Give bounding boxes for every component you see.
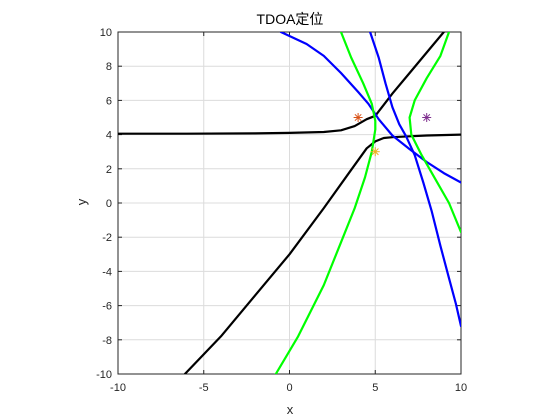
marker-stroke [423,113,431,122]
y-tick-label: 0 [106,198,112,210]
marker-stroke [354,113,362,122]
station-marker-1 [353,113,363,122]
y-tick-label: -8 [102,335,112,347]
y-tick-label: 4 [106,130,112,142]
y-axis-label: y [74,198,89,205]
x-axis-label: x [287,402,294,417]
y-tick-label: 2 [106,164,112,176]
green-curve-5 [408,32,461,234]
x-tick-label: -10 [110,382,126,394]
chart-title: TDOA定位 [257,11,324,27]
axes [117,31,462,375]
black-curve-0 [118,32,445,135]
y-tick-label: 8 [106,61,112,73]
station-markers [353,113,432,157]
y-tick-label: 6 [106,95,112,107]
y-tick-label: -10 [96,369,112,381]
y-tick-label: -4 [102,266,112,278]
y-tick-label: -6 [102,301,112,313]
x-tick-label: 10 [455,382,467,394]
y-tick-label: 10 [100,27,112,39]
tick-labels: -10 -5 0 5 10 -10 -8 -6 -4 -2 0 2 4 6 8 10 [96,27,467,394]
x-tick-label: -5 [199,382,209,394]
marker-stroke [371,148,379,156]
black-curve-1 [183,133,461,374]
station-marker-3 [370,147,380,157]
station-marker-2 [422,113,432,122]
x-tick-label: 0 [286,382,292,394]
x-tick-label: 5 [372,382,378,394]
y-tick-label: -2 [102,232,112,244]
blue-curve-3 [369,32,461,328]
